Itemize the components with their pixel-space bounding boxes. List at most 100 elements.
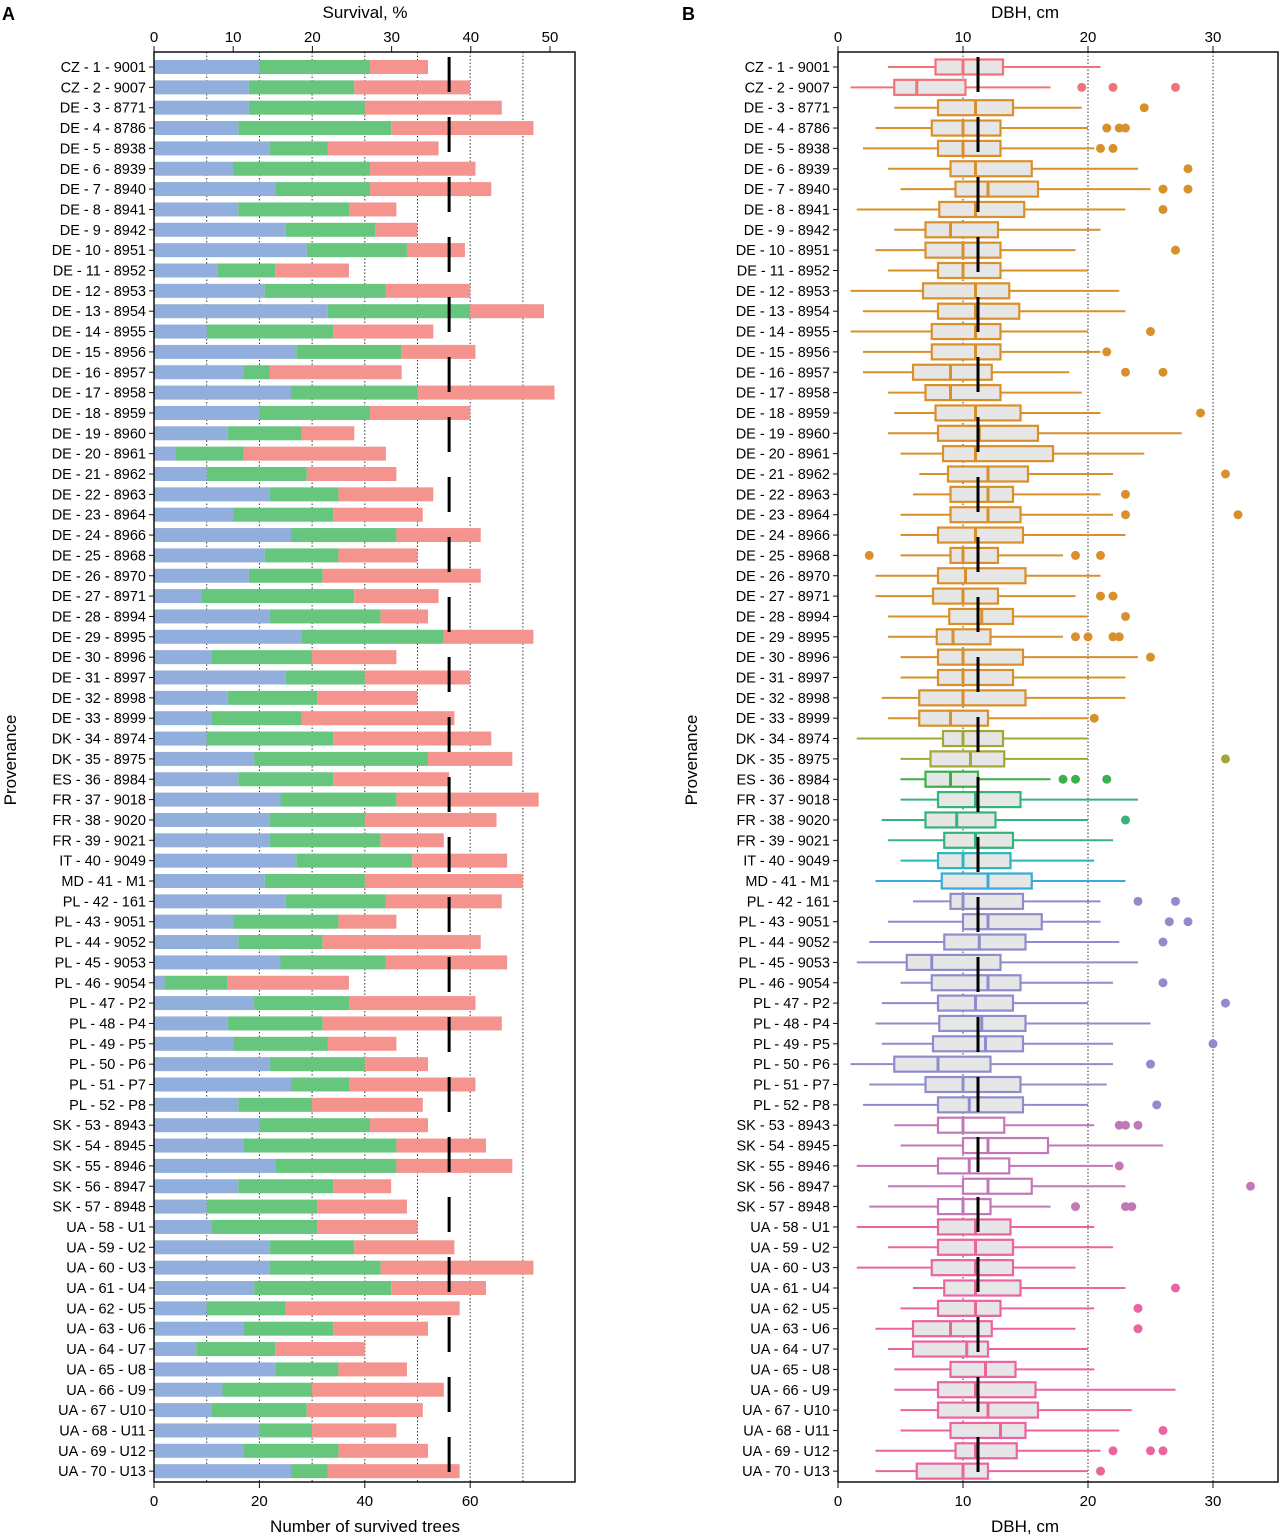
y-tick-label: CZ - 1 - 9001: [61, 60, 146, 76]
outlier-point: [1164, 917, 1174, 927]
y-tick-label: DE - 26 - 8970: [52, 569, 146, 585]
y-tick-label: SK - 55 - 8946: [53, 1159, 147, 1175]
box-iqr: [911, 363, 993, 381]
bar-segment-2: [301, 629, 444, 644]
bar-segment-3: [338, 1443, 429, 1458]
outlier-point: [1096, 1466, 1105, 1476]
box-plot-row: [869, 1075, 1107, 1094]
box-plot-row: [875, 872, 1126, 890]
box-plot-row: [900, 790, 1138, 809]
outlier-point: [1171, 896, 1180, 906]
y-tick-label: DE - 16 - 8957: [52, 365, 146, 381]
box-iqr: [949, 160, 1033, 178]
bar-segment-1: [154, 853, 297, 868]
bar-segment-1: [154, 1016, 228, 1031]
bar-segment-2: [238, 935, 323, 950]
y-tick-label: SK - 55 - 8946: [737, 1159, 831, 1175]
bar-segment-1: [154, 690, 228, 705]
x-tick-label: 20: [1080, 1493, 1097, 1510]
y-tick-label: PL - 46 - 9054: [55, 976, 146, 992]
outlier-point: [1121, 489, 1130, 499]
outlier-point: [1158, 937, 1168, 947]
bar-segment-3: [333, 1321, 429, 1336]
outlier-point: [1171, 1283, 1180, 1293]
outlier-point: [1158, 978, 1168, 988]
top-tick-label: 50: [542, 29, 559, 46]
x-tick-label: 30: [1205, 1493, 1222, 1510]
box-plot-row: [888, 384, 1082, 402]
plot-frame: [837, 51, 1279, 1483]
outlier-point: [1102, 774, 1112, 784]
box-iqr: [936, 668, 1015, 687]
y-tick-label: DE - 6 - 8939: [60, 162, 146, 178]
y-tick-label: DE - 15 - 8956: [52, 345, 146, 361]
bar-segment-3: [364, 670, 471, 685]
box-iqr: [924, 1075, 1022, 1094]
box-iqr: [961, 1177, 1033, 1195]
y-tick-label: DE - 10 - 8951: [736, 243, 830, 259]
bar-segment-2: [269, 1260, 381, 1275]
box-iqr: [941, 729, 1005, 748]
box-plot-row: [888, 607, 1130, 626]
box-plot-row: [875, 1442, 1168, 1460]
y-tick-label: SK - 53 - 8943: [53, 1118, 147, 1134]
y-tick-label: UA - 64 - U7: [66, 1342, 146, 1358]
bar-segment-3: [338, 1362, 407, 1377]
y-tick-label: DE - 16 - 8957: [736, 365, 830, 381]
y-tick-label: PL - 48 - P4: [753, 1016, 830, 1032]
bar-segment-1: [154, 243, 307, 258]
outlier-point: [1133, 896, 1143, 906]
y-tick-label: UA - 63 - U6: [66, 1322, 146, 1338]
box-plot-row: [900, 506, 1243, 524]
outlier-point: [1108, 632, 1118, 642]
panel-label-b: B: [682, 4, 695, 24]
y-tick-label: SK - 54 - 8945: [737, 1139, 831, 1155]
bar-segment-1: [154, 670, 286, 685]
outlier-point: [1108, 143, 1118, 153]
box-plot-row: [850, 78, 1180, 96]
box-plot-row: [900, 1136, 1163, 1155]
bar-segment-1: [154, 304, 328, 319]
bar-segment-1: [154, 975, 165, 990]
y-tick-label: DE - 6 - 8939: [744, 162, 830, 178]
outlier-point: [1152, 1100, 1162, 1110]
y-tick-label: PL - 47 - P2: [753, 996, 830, 1012]
box-iqr: [930, 343, 1002, 361]
y-tick-label: DE - 24 - 8966: [736, 528, 830, 544]
y-tick-label: DE - 17 - 8958: [736, 386, 830, 402]
bar-segment-3: [322, 1016, 502, 1031]
box-iqr: [929, 750, 1006, 768]
bar-segment-2: [327, 304, 471, 319]
x-axis-title: DBH, cm: [991, 1517, 1059, 1536]
panel-label-a: A: [2, 4, 15, 24]
y-tick-label: DE - 25 - 8968: [52, 548, 146, 564]
panel-a-survival-chart: A Survival, % Number of survived trees P…: [1, 3, 576, 1536]
panel-b-dbh-chart: B DBH, cm DBH, cm Provenance CZ - 1 - 90…: [682, 3, 1279, 1536]
bar-segment-2: [291, 528, 397, 543]
bar-segment-1: [154, 60, 260, 74]
bar-segment-3: [227, 975, 349, 990]
bar-segment-3: [354, 589, 439, 604]
box-plot-row: [850, 322, 1155, 341]
bar-segment-2: [269, 141, 328, 156]
y-tick-label: IT - 40 - 9049: [59, 854, 146, 870]
bar-segment-3: [348, 1077, 476, 1092]
y-tick-label: DE - 7 - 8940: [60, 182, 146, 198]
box-plot-row: [856, 953, 1138, 972]
bar-segment-2: [269, 487, 339, 502]
bar-segment-1: [154, 1382, 223, 1397]
y-tick-label: DE - 8 - 8941: [60, 202, 146, 218]
box-iqr: [949, 1421, 1027, 1440]
bar-segment-1: [154, 528, 292, 543]
box-iqr: [936, 1157, 1011, 1175]
bar-segment-3: [322, 935, 481, 950]
box-plot-row: [900, 668, 1126, 687]
y-tick-label: DE - 29 - 8995: [736, 630, 830, 646]
y-tick-label: DE - 27 - 8971: [52, 589, 146, 605]
box-iqr: [924, 221, 1000, 239]
y-tick-label: DE - 28 - 8994: [736, 609, 830, 625]
bar-segment-2: [233, 1036, 328, 1051]
y-tick-label: ES - 36 - 8984: [737, 772, 831, 788]
y-tick-label: FR - 39 - 9021: [737, 833, 831, 849]
bar-segment-3: [269, 365, 402, 380]
